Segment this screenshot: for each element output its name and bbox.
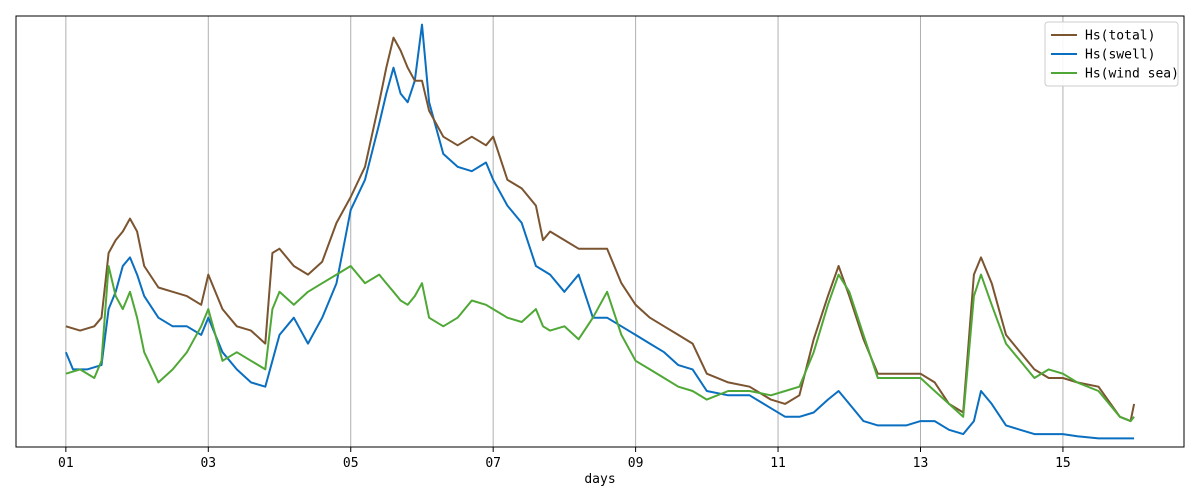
x-tick-label: 13	[913, 456, 929, 471]
plot-frame	[15, 15, 1185, 448]
legend-label: Hs(swell)	[1085, 48, 1155, 63]
x-tick-label: 15	[1055, 456, 1071, 471]
x-tick-label: 05	[343, 456, 359, 471]
series-line-hs-wind-sea	[65, 265, 1135, 423]
legend-label: Hs(wind sea)	[1085, 67, 1179, 82]
x-tick-layer: 01 03 05 07 09 11 13 15	[58, 447, 1071, 471]
x-axis-label: days	[584, 472, 615, 487]
legend-label: Hs(total)	[1085, 29, 1155, 44]
series-line-hs-total	[65, 36, 1136, 423]
series-layer	[64, 23, 1136, 440]
legend-box	[1044, 21, 1179, 87]
x-tick-label: 01	[58, 456, 74, 471]
x-tick-label: 03	[200, 456, 216, 471]
legend: Hs(total) Hs(swell) Hs(wind sea)	[1044, 21, 1179, 87]
x-tick-label: 09	[628, 456, 644, 471]
x-tick-label: 11	[770, 456, 786, 471]
grid-layer	[65, 16, 1064, 447]
x-tick-label: 07	[485, 456, 501, 471]
series-line-hs-swell	[64, 23, 1135, 440]
